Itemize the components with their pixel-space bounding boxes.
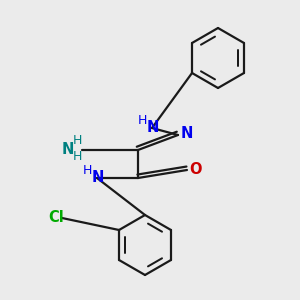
Text: N: N <box>92 169 104 184</box>
Text: H: H <box>137 113 147 127</box>
Text: H: H <box>82 164 92 176</box>
Text: Cl: Cl <box>48 209 64 224</box>
Text: N: N <box>62 142 74 157</box>
Text: H: H <box>72 134 82 148</box>
Text: N: N <box>147 119 159 134</box>
Text: H: H <box>72 151 82 164</box>
Text: O: O <box>190 161 202 176</box>
Text: N: N <box>181 127 193 142</box>
